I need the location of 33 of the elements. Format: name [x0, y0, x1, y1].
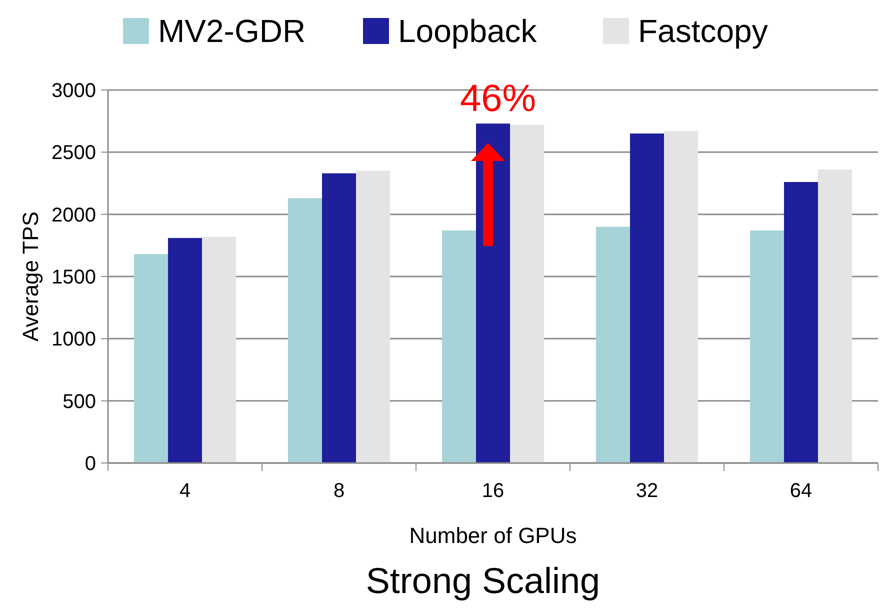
y-tick-label: 1500: [52, 266, 96, 288]
x-tick-label: 8: [333, 480, 345, 502]
legend-label: Fastcopy: [638, 13, 768, 50]
x-axis-title: Number of GPUs: [409, 523, 577, 548]
y-tick-label: 0: [84, 453, 96, 475]
x-tick-label: 16: [482, 480, 504, 502]
bar: [818, 170, 852, 463]
bar: [442, 230, 476, 463]
bar: [510, 124, 544, 463]
bar: [630, 134, 664, 463]
bar: [596, 226, 630, 463]
bar: [134, 254, 168, 463]
y-tick-label: 500: [62, 390, 96, 413]
x-tick-label: 64: [790, 480, 812, 502]
bar: [288, 198, 322, 463]
annotation: 46%: [460, 78, 536, 120]
legend-label: Loopback: [398, 13, 538, 50]
legend-label: MV2-GDR: [158, 13, 306, 50]
bar: [356, 170, 390, 463]
bar: [784, 182, 818, 463]
bar: [750, 230, 784, 463]
y-tick-label: 1000: [52, 328, 96, 351]
y-tick-label: 3000: [52, 80, 96, 102]
bar: [322, 173, 356, 463]
y-axis-title: Average TPS: [18, 211, 43, 342]
x-tick-label: 32: [636, 480, 658, 502]
y-tick-label: 2000: [52, 204, 96, 226]
bar: [168, 238, 202, 463]
bar: [202, 236, 236, 463]
y-tick-label: 2500: [52, 142, 96, 164]
bar: [664, 131, 698, 463]
text: Strong Scaling: [366, 560, 600, 601]
x-tick-label: 4: [179, 480, 191, 502]
